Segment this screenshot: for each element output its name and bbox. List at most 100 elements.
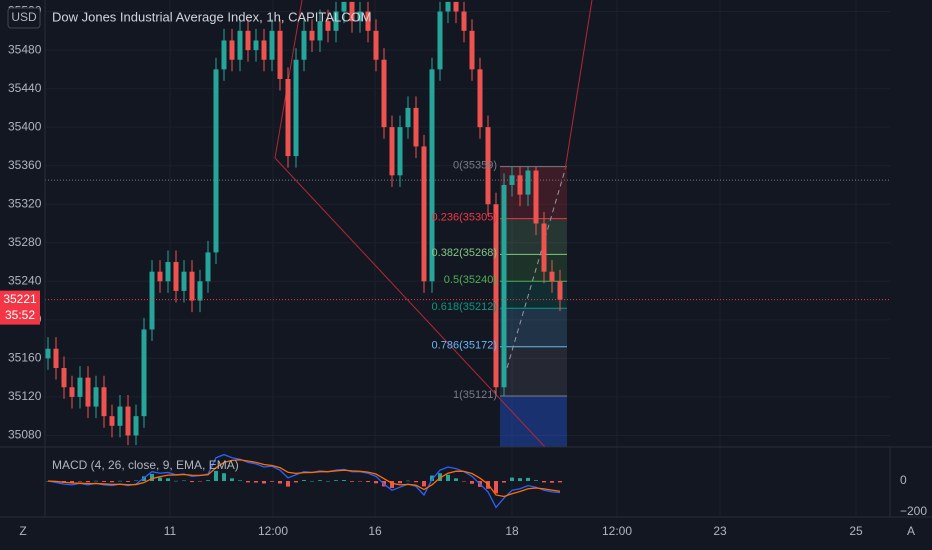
macd-histogram-bar — [246, 480, 250, 483]
candle-body — [517, 175, 523, 195]
candle-body — [253, 40, 259, 51]
candle-body — [285, 78, 291, 157]
candle-body — [357, 11, 363, 22]
macd-histogram-bar — [350, 480, 354, 482]
candle-body — [189, 271, 195, 301]
candle-body — [533, 170, 539, 224]
y-tick-label: 35120 — [8, 389, 42, 403]
candle-body — [445, 1, 451, 12]
macd-histogram-bar — [198, 480, 202, 482]
candle-body — [469, 30, 475, 70]
macd-signal-line — [47, 459, 561, 498]
trend-line — [564, 0, 593, 171]
macd-histogram-bar — [166, 478, 170, 481]
button-z[interactable]: Z — [19, 524, 26, 538]
candle-body — [461, 11, 467, 31]
currency[interactable]: USD — [11, 10, 37, 24]
candle-body — [205, 252, 211, 282]
macd-tick-label: 0 — [900, 473, 907, 487]
candle-body — [61, 368, 67, 388]
trend-line — [274, 157, 546, 447]
fib-label: 0.618(35212) — [432, 301, 497, 313]
macd-histogram-bar — [390, 480, 394, 488]
macd-histogram-bar — [374, 480, 378, 484]
macd-histogram-bar — [214, 470, 218, 481]
y-tick-label: 35480 — [8, 42, 42, 56]
x-tick-label: 12:00 — [602, 524, 632, 538]
macd-histogram-bar — [150, 474, 154, 481]
y-tick-label: 35160 — [8, 351, 42, 365]
candle-body — [349, 1, 355, 22]
candle-body — [237, 30, 243, 60]
macd-histogram-bar — [422, 480, 426, 487]
fib-zone — [500, 395, 567, 447]
fib-retracement — [500, 166, 567, 447]
y-tick-label: 35240 — [8, 273, 42, 287]
macd-histogram-bar — [414, 480, 418, 483]
y-tick-label: 35400 — [8, 119, 42, 133]
candle-body — [269, 30, 275, 60]
macd-histogram-bar — [94, 480, 98, 482]
macd-histogram-bar — [518, 478, 522, 481]
macd-histogram-bar — [406, 480, 410, 482]
macd-histogram-bar — [454, 478, 458, 481]
macd-histogram-bar — [70, 480, 74, 483]
macd-histogram-bar — [102, 480, 106, 482]
candle-body — [277, 30, 283, 79]
candle-body — [197, 281, 203, 301]
candle-body — [157, 271, 163, 282]
candle-body — [549, 271, 555, 282]
candle-body — [333, 11, 339, 31]
button-a[interactable]: A — [907, 524, 915, 538]
macd-histogram-bar — [510, 477, 514, 481]
macd-histogram-bar — [358, 480, 362, 482]
y-tick-label: 35280 — [8, 235, 42, 249]
fib-zone — [500, 308, 567, 347]
macd-histogram-bar — [534, 480, 538, 481]
candle-body — [381, 59, 387, 128]
macd-histogram-bar — [502, 480, 506, 483]
candle-body — [437, 11, 443, 70]
candle-body — [245, 30, 251, 51]
macd-histogram-bar — [278, 480, 282, 484]
candle-body — [341, 1, 347, 12]
last-price-tag — [0, 290, 40, 325]
candle-body — [421, 146, 427, 282]
candle-body — [397, 127, 403, 176]
fib-label: 1(35121) — [453, 389, 497, 401]
trend-lines — [274, 0, 593, 447]
macd-histogram-bar — [206, 480, 210, 481]
x-tick-label: 25 — [849, 524, 863, 538]
macd-pane — [46, 453, 562, 509]
candle-body — [413, 107, 419, 147]
last-price-label: 35221 — [3, 292, 37, 306]
candle-body — [101, 387, 107, 417]
macd-histogram-bar — [334, 480, 338, 481]
candle-body — [165, 262, 171, 282]
candle-body — [125, 406, 131, 436]
macd-histogram-bar — [174, 480, 178, 482]
macd-histogram-bar — [398, 480, 402, 484]
macd-histogram-bar — [230, 478, 234, 481]
macd-histogram-bar — [254, 480, 258, 483]
fib-label: 0.382(35268) — [432, 247, 497, 259]
y-tick-label: 35320 — [8, 196, 42, 210]
x-tick-label: 16 — [368, 524, 382, 538]
macd-histogram-bar — [118, 480, 122, 482]
macd-histogram-bar — [494, 480, 498, 494]
y-tick-label: 35080 — [8, 428, 42, 442]
candle-body — [453, 1, 459, 12]
currency-box[interactable] — [7, 7, 41, 29]
candle-body — [221, 40, 227, 70]
macd-histogram-bar — [558, 480, 562, 483]
macd-title: MACD (4, 26, close, 9, EMA, EMA) — [52, 458, 239, 472]
fib-label: 0.786(35172) — [432, 340, 497, 352]
candle-body — [77, 377, 83, 397]
macd-histogram-bar — [134, 480, 138, 482]
candle-body — [141, 329, 147, 417]
candle-body — [541, 223, 547, 272]
candle-body — [213, 69, 219, 253]
